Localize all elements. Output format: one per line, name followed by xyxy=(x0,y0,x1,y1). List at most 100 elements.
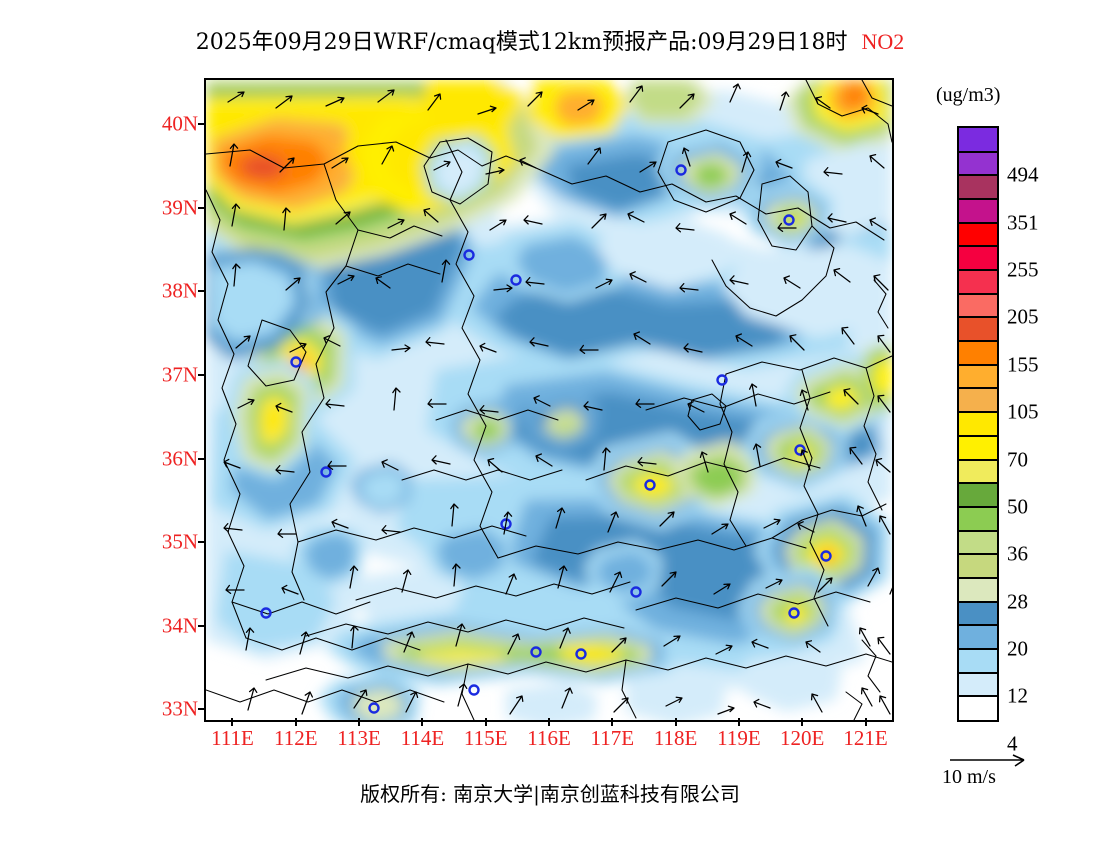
colorbar-separator xyxy=(959,505,997,508)
colorbar-tick-label: 28 xyxy=(1007,589,1028,614)
colorbar-band xyxy=(959,530,997,555)
colorbar-separator xyxy=(959,363,997,366)
lon-tick-label: 118E xyxy=(653,726,698,750)
colorbar-tick-label: 105 xyxy=(1007,399,1039,424)
lon-tick-mark xyxy=(611,718,614,726)
colorbar-band xyxy=(959,506,997,531)
lon-tick-mark xyxy=(864,718,867,726)
lon-tick-mark xyxy=(737,718,740,726)
page-title-species: NO2 xyxy=(861,29,905,54)
lon-tick-mark xyxy=(484,718,487,726)
lat-tick-label: 37N xyxy=(161,362,198,387)
colorbar-separator xyxy=(959,434,997,437)
colorbar-band xyxy=(959,341,997,365)
colorbar-separator xyxy=(959,316,997,319)
colorbar-separator xyxy=(959,174,997,177)
colorbar-band xyxy=(959,601,997,626)
wind-scale-arrow-icon xyxy=(950,754,1025,767)
colorbar-tick-label: 12 xyxy=(1007,683,1028,708)
lon-tick-mark xyxy=(801,718,804,726)
colorbar-tick-label: 36 xyxy=(1007,541,1028,566)
lon-tick-label: 120E xyxy=(780,726,825,750)
colorbar-separator xyxy=(959,221,997,224)
colorbar-band xyxy=(959,435,997,460)
colorbar-band xyxy=(959,293,997,318)
colorbar-band xyxy=(959,625,997,649)
lat-tick-label: 34N xyxy=(161,613,198,638)
lon-tick-label: 113E xyxy=(337,726,381,750)
colorbar-tick-label: 50 xyxy=(1007,494,1028,519)
lat-tick-mark xyxy=(198,541,206,544)
colorbar-band xyxy=(959,246,997,271)
colorbar-band xyxy=(959,175,997,200)
lon-tick-label: 115E xyxy=(463,726,508,750)
lon-tick-label: 121E xyxy=(843,726,888,750)
lon-tick-label: 111E xyxy=(211,726,254,750)
colorbar-box xyxy=(957,126,999,722)
colorbar-separator xyxy=(959,458,997,461)
map-panel[interactable] xyxy=(204,78,894,722)
colorbar-band xyxy=(959,483,997,507)
wind-scale-legend: 10 m/s xyxy=(940,748,1090,798)
city-markers xyxy=(260,164,832,714)
colorbar-tick-label: 494 xyxy=(1007,162,1039,187)
colorbar-tick-label: 70 xyxy=(1007,447,1028,472)
colorbar-separator xyxy=(959,529,997,532)
page-title-main: 2025年09月29日WRF/cmaq模式12km预报产品:09月29日18时 xyxy=(195,30,848,55)
colorbar-band xyxy=(959,222,997,247)
wind-scale-label: 10 m/s xyxy=(942,766,996,788)
colorbar[interactable] xyxy=(957,126,999,722)
colorbar-band xyxy=(959,672,997,697)
colorbar-separator xyxy=(959,292,997,295)
lat-tick-label: 35N xyxy=(161,529,198,554)
wind-vectors xyxy=(223,83,892,715)
lat-tick-mark xyxy=(198,708,206,711)
colorbar-separator xyxy=(959,671,997,674)
lon-tick-label: 117E xyxy=(590,726,635,750)
lon-tick-label: 114E xyxy=(400,726,445,750)
colorbar-separator xyxy=(959,600,997,603)
colorbar-separator xyxy=(959,150,997,153)
lat-tick-label: 40N xyxy=(161,111,198,136)
administrative-boundaries xyxy=(206,80,892,720)
lat-tick-mark xyxy=(198,290,206,293)
lon-tick-label: 119E xyxy=(717,726,761,750)
copyright-footer: 版权所有: 南京大学|南京创蓝科技有限公司 xyxy=(360,782,740,806)
colorbar-units: (ug/m3) xyxy=(936,84,1001,106)
colorbar-tick-label: 205 xyxy=(1007,304,1039,329)
lon-tick-mark xyxy=(294,718,297,726)
lat-tick-mark xyxy=(198,457,206,460)
lat-tick-label: 36N xyxy=(161,446,198,471)
lat-tick-mark xyxy=(198,373,206,376)
colorbar-tick-label: 351 xyxy=(1007,210,1039,235)
colorbar-band xyxy=(959,696,997,720)
colorbar-tick-label: 4 xyxy=(1007,731,1018,756)
colorbar-band xyxy=(959,388,997,413)
lat-tick-label: 38N xyxy=(161,278,198,303)
lat-tick-label: 33N xyxy=(161,696,198,721)
colorbar-tick-label: 20 xyxy=(1007,636,1028,661)
colorbar-tick-label: 155 xyxy=(1007,352,1039,377)
colorbar-separator xyxy=(959,482,997,485)
colorbar-band xyxy=(959,577,997,602)
colorbar-separator xyxy=(959,245,997,248)
lat-tick-mark xyxy=(198,624,206,627)
lon-tick-mark xyxy=(358,718,361,726)
colorbar-separator xyxy=(959,411,997,414)
colorbar-separator xyxy=(959,624,997,627)
page-title: 2025年09月29日WRF/cmaq模式12km预报产品:09月29日18时 N… xyxy=(0,24,1100,56)
colorbar-separator xyxy=(959,198,997,201)
colorbar-band xyxy=(959,648,997,673)
lat-tick-mark xyxy=(198,123,206,125)
map-canvas xyxy=(206,80,892,720)
concentration-field xyxy=(206,80,892,720)
colorbar-separator xyxy=(959,269,997,272)
lon-tick-label: 112E xyxy=(274,726,318,750)
colorbar-separator xyxy=(959,576,997,579)
colorbar-labels: 494 351 255 205 155 105 70 50 36 28 20 12 4 xyxy=(1003,126,1093,755)
colorbar-band xyxy=(959,364,997,389)
colorbar-separator xyxy=(959,387,997,390)
latitude-axis: 40N 39N 38N 37N 36N 35N 34N 33N xyxy=(130,78,206,722)
colorbar-tick-label: 255 xyxy=(1007,257,1039,282)
